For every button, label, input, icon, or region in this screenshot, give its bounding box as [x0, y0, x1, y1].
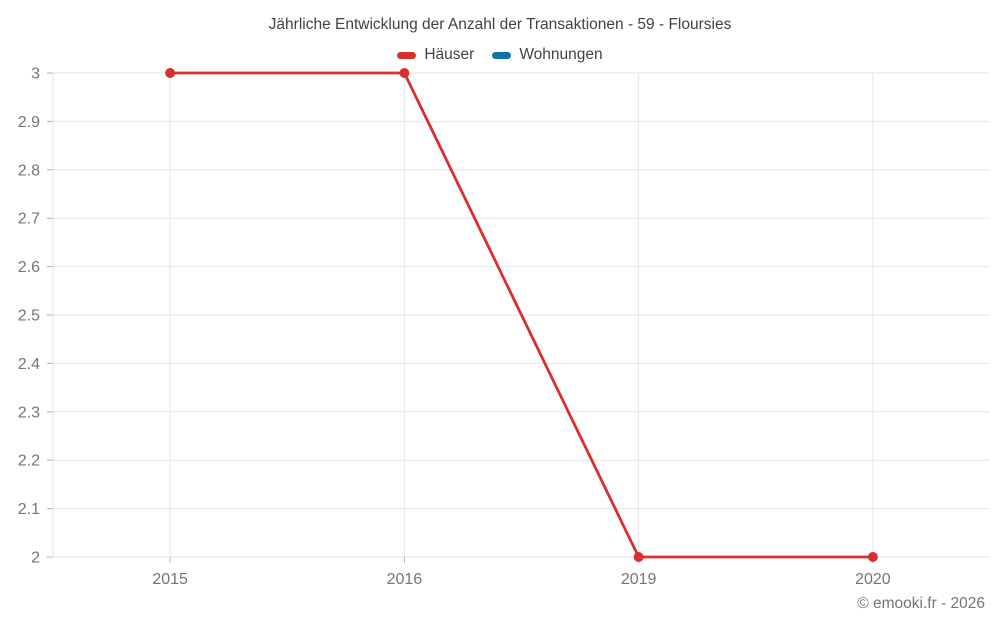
x-tick-label: 2015 [152, 571, 188, 588]
chart-title: Jährliche Entwicklung der Anzahl der Tra… [268, 16, 732, 33]
series-häuser [165, 68, 878, 562]
y-tick-label: 2.8 [18, 162, 40, 179]
legend: Häuser Wohnungen [0, 46, 1000, 64]
axis-labels: 2 2.1 2.2 2.3 2.4 2.5 2.6 2.7 2.8 2.9 3 2015 2016 201… [18, 66, 891, 589]
legend-label-haeuser: Häuser [424, 46, 475, 63]
axis-ticks [47, 72, 874, 563]
copyright-text: © emooki.fr - 2026 [857, 595, 985, 612]
y-tick-label: 3 [31, 66, 40, 83]
legend-item-haeuser: Häuser [397, 46, 474, 64]
y-tick-label: 2.7 [18, 211, 40, 228]
data-point-marker[interactable] [399, 68, 410, 78]
legend-label-wohnungen: Wohnungen [519, 46, 603, 63]
x-tick-label: 2019 [621, 571, 657, 588]
legend-swatch-haeuser [397, 51, 417, 59]
x-tick-label: 2016 [387, 571, 423, 588]
y-tick-label: 2.6 [18, 259, 40, 276]
y-tick-label: 2.4 [18, 356, 40, 373]
y-tick-label: 2.1 [18, 501, 40, 518]
y-tick-label: 2.3 [18, 404, 40, 421]
legend-item-wohnungen: Wohnungen [492, 46, 603, 64]
legend-swatch-wohnungen [492, 51, 512, 59]
y-tick-label: 2.5 [18, 308, 40, 325]
data-point-marker[interactable] [633, 552, 644, 562]
series-line [168, 71, 875, 559]
x-tick-label: 2020 [855, 571, 891, 588]
y-tick-label: 2 [31, 550, 40, 567]
data-point-marker[interactable] [165, 68, 176, 78]
data-point-marker[interactable] [867, 552, 878, 562]
y-tick-label: 2.9 [18, 114, 40, 131]
y-tick-label: 2.2 [18, 453, 40, 470]
